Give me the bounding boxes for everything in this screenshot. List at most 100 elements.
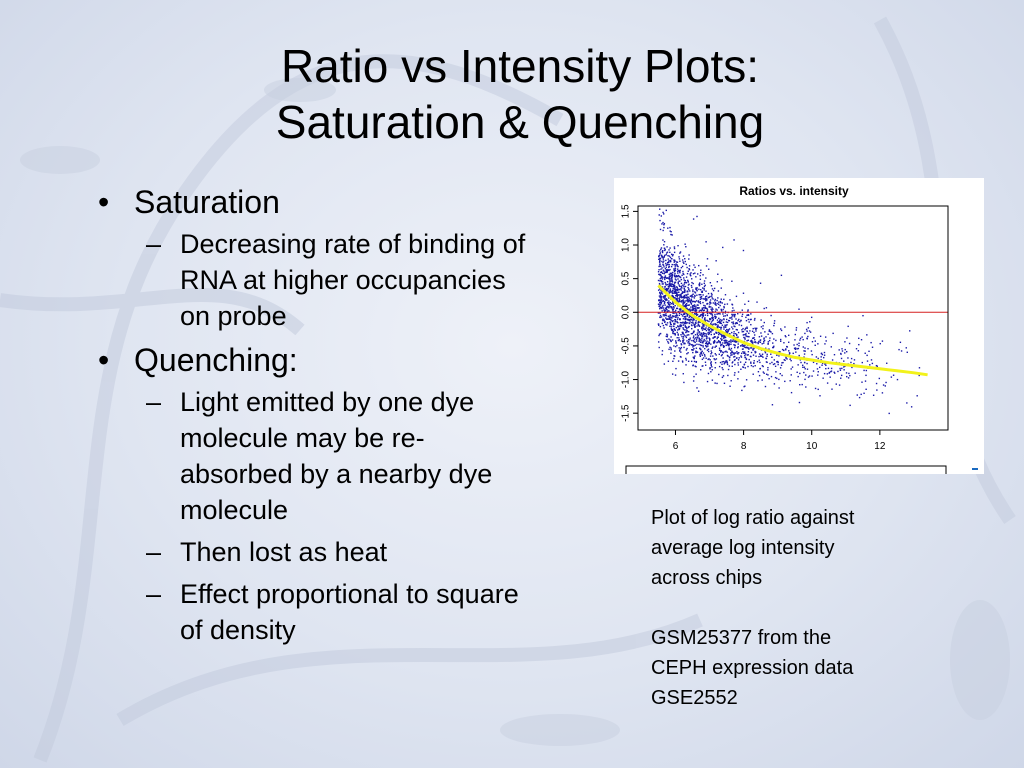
data-point — [695, 308, 697, 310]
data-point — [720, 343, 722, 346]
data-point — [671, 328, 674, 331]
data-point — [684, 300, 686, 302]
data-point — [715, 308, 717, 310]
data-point — [704, 332, 706, 335]
data-point — [730, 339, 732, 341]
data-point — [675, 279, 677, 281]
data-point — [660, 300, 663, 302]
data-point — [804, 332, 806, 335]
data-point — [660, 247, 663, 249]
data-point — [730, 343, 732, 345]
data-point — [767, 341, 770, 343]
data-point — [686, 322, 688, 324]
data-point — [715, 331, 718, 334]
data-point — [780, 274, 783, 277]
data-point — [668, 277, 670, 279]
data-point — [676, 264, 678, 266]
data-point — [670, 319, 672, 322]
data-point — [747, 354, 749, 356]
data-point — [679, 318, 681, 320]
data-point — [687, 330, 689, 333]
data-point — [687, 293, 689, 295]
data-point — [775, 339, 777, 342]
data-point — [694, 341, 696, 344]
data-point — [733, 314, 736, 317]
data-point — [672, 285, 675, 287]
data-point — [677, 339, 680, 342]
data-point — [725, 339, 727, 341]
data-point — [711, 288, 714, 290]
data-point — [671, 280, 673, 282]
data-point — [688, 283, 690, 285]
data-point — [674, 266, 676, 268]
data-point — [698, 332, 700, 334]
data-point — [768, 377, 770, 380]
data-point — [742, 348, 744, 350]
data-point — [658, 261, 661, 263]
data-point — [742, 330, 745, 333]
data-point — [737, 336, 739, 338]
data-point — [717, 331, 720, 334]
data-point — [742, 366, 744, 368]
data-point — [715, 316, 717, 318]
data-point — [695, 373, 697, 375]
data-point — [761, 353, 764, 355]
data-point — [687, 352, 689, 354]
data-point — [730, 352, 732, 354]
data-point — [660, 316, 663, 318]
data-point — [807, 376, 810, 378]
data-point — [746, 330, 748, 332]
data-point — [728, 319, 731, 322]
data-point — [686, 300, 688, 302]
data-point — [688, 322, 691, 325]
data-point — [696, 307, 699, 309]
data-point — [741, 309, 743, 311]
data-point — [665, 299, 667, 301]
data-point — [679, 252, 681, 254]
data-point — [719, 300, 722, 303]
data-point — [752, 343, 754, 345]
data-point — [673, 268, 675, 270]
data-point — [683, 277, 685, 279]
data-point — [726, 361, 728, 363]
data-point — [728, 365, 731, 367]
data-point — [694, 272, 696, 274]
data-point — [909, 330, 911, 332]
data-point — [677, 294, 679, 296]
data-point — [714, 313, 716, 316]
data-point — [679, 276, 682, 279]
data-point — [817, 388, 819, 391]
data-point — [754, 317, 756, 320]
data-point — [659, 278, 661, 280]
data-point — [723, 335, 726, 337]
data-point — [690, 306, 692, 308]
data-point — [700, 369, 702, 371]
data-point — [709, 318, 711, 320]
data-point — [777, 363, 779, 366]
slide-title: Ratio vs Intensity Plots: Saturation & Q… — [0, 38, 1024, 150]
data-point — [728, 343, 731, 346]
data-point — [663, 309, 665, 311]
data-point — [726, 318, 728, 321]
data-point — [676, 296, 679, 298]
data-point — [823, 354, 826, 356]
data-point — [755, 328, 757, 330]
data-point — [703, 353, 706, 356]
data-point — [669, 315, 671, 317]
data-point — [817, 343, 819, 345]
data-point — [660, 298, 662, 300]
data-point — [682, 304, 684, 306]
data-point — [863, 369, 865, 372]
data-point — [701, 290, 703, 293]
data-point — [691, 278, 693, 280]
data-point — [688, 319, 690, 322]
data-point — [744, 354, 746, 357]
data-point — [668, 264, 670, 266]
data-point — [722, 346, 725, 348]
data-point — [669, 321, 671, 323]
data-point — [732, 307, 734, 309]
data-point — [699, 302, 702, 305]
data-point — [659, 307, 661, 310]
data-point — [669, 314, 672, 316]
data-point — [677, 274, 680, 277]
